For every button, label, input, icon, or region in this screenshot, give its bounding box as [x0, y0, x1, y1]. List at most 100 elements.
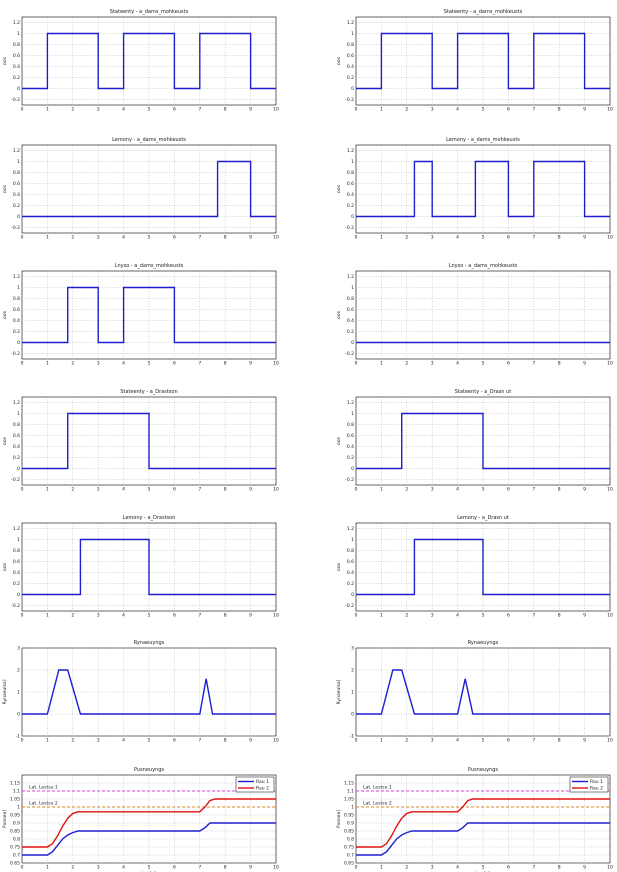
y-tick-label: 0.4 — [13, 318, 20, 324]
x-tick-label: 7 — [532, 235, 535, 241]
y-tick-label: 0.2 — [347, 581, 354, 587]
x-tick-label: 6 — [173, 361, 176, 367]
legend-label: Rau 2 — [590, 786, 603, 792]
y-tick-label: 1 — [351, 537, 354, 543]
chart-title: Pusneuyngs — [134, 767, 164, 773]
y-tick-label: 0 — [17, 592, 20, 598]
x-tick-label: 4 — [456, 865, 459, 871]
y-tick-label: 0.6 — [13, 433, 20, 439]
x-tick-label: 2 — [71, 738, 74, 744]
y-tick-label: 0.7 — [347, 853, 354, 859]
x-tick-label: 0 — [21, 235, 24, 241]
x-tick-label: 8 — [558, 235, 561, 241]
y-tick-label: 0.4 — [13, 444, 20, 450]
y-axis-label: oos — [337, 184, 342, 193]
y-tick-label: 1 — [17, 690, 20, 696]
x-tick-label: 7 — [198, 361, 201, 367]
x-tick-label: 7 — [198, 865, 201, 871]
x-tick-label: 8 — [558, 107, 561, 113]
y-tick-label: 0.95 — [10, 813, 20, 819]
y-tick-label: 1 — [17, 805, 20, 811]
x-tick-label: 6 — [507, 107, 510, 113]
x-tick-label: 7 — [198, 487, 201, 493]
chart-13: 0 1 2 3 4 5 6 7 8 9 10 0.65 0.7 0.75 0.8 0.85 0.9 0.95 1 1.… — [2, 767, 279, 872]
y-tick-label: 1.2 — [347, 274, 354, 280]
annotation-label: Lat. Lestsu 2 — [363, 801, 392, 807]
y-tick-label: 0.2 — [13, 203, 20, 209]
chart-10: 0 1 2 3 4 5 6 7 8 9 10-0.200.20.40.60.811.2Lemony … — [337, 515, 613, 619]
x-tick-label: 4 — [122, 107, 125, 113]
x-tick-label: 6 — [507, 613, 510, 619]
y-tick-label: 1 — [351, 411, 354, 417]
x-tick-label: 2 — [71, 235, 74, 241]
x-tick-label: 3 — [97, 107, 100, 113]
x-tick-label: 1 — [380, 865, 383, 871]
x-tick-label: 4 — [122, 613, 125, 619]
series-line-2 — [22, 798, 276, 848]
x-tick-label: 8 — [224, 738, 227, 744]
y-tick-label: 0.4 — [347, 192, 354, 198]
x-tick-label: 3 — [431, 487, 434, 493]
x-tick-label: 4 — [456, 613, 459, 619]
x-tick-label: 7 — [532, 865, 535, 871]
x-tick-label: 7 — [532, 487, 535, 493]
x-tick-label: 8 — [224, 613, 227, 619]
chart-title: Stateenty - a_dams_mohkeusts — [444, 9, 523, 15]
y-tick-label: 0.2 — [13, 455, 20, 461]
x-tick-label: 4 — [456, 107, 459, 113]
x-tick-label: 10 — [607, 865, 613, 871]
y-tick-label: 1 — [351, 285, 354, 291]
y-axis-label: oos — [3, 310, 8, 319]
x-tick-label: 6 — [507, 487, 510, 493]
series-line-1 — [356, 32, 610, 90]
x-tick-label: 9 — [583, 613, 586, 619]
y-tick-label: -0.2 — [11, 97, 20, 103]
y-tick-label: 0.6 — [13, 53, 20, 59]
x-tick-label: 8 — [558, 738, 561, 744]
y-tick-label: 1 — [351, 31, 354, 37]
x-tick-label: 9 — [583, 235, 586, 241]
y-tick-label: 1 — [351, 690, 354, 696]
y-tick-label: -1 — [350, 734, 355, 740]
y-axis-label: oos — [3, 184, 8, 193]
y-tick-label: 1.15 — [344, 781, 354, 787]
chart-9: 0 1 2 3 4 5 6 7 8 9 10-0.200.20.40.60.811.2Lemony … — [3, 515, 279, 619]
y-tick-label: 0.9 — [13, 821, 20, 827]
x-tick-label: 8 — [224, 235, 227, 241]
x-tick-label: 3 — [431, 613, 434, 619]
x-tick-label: 5 — [148, 361, 151, 367]
y-tick-label: 0 — [351, 214, 354, 220]
y-tick-label: 3 — [17, 646, 20, 652]
x-tick-label: 5 — [482, 487, 485, 493]
series-line-1 — [356, 538, 610, 596]
x-tick-label: 1 — [380, 738, 383, 744]
legend-label: Rau 2 — [256, 786, 269, 792]
y-tick-label: 0.65 — [10, 861, 20, 867]
y-tick-label: 1 — [351, 159, 354, 165]
y-tick-label: -0.2 — [11, 477, 20, 483]
chart-title: Rynaeuyngs — [468, 640, 499, 646]
x-tick-label: 8 — [224, 487, 227, 493]
y-axis-label: oos — [3, 562, 8, 571]
y-tick-label: 0.85 — [10, 829, 20, 835]
annotation-label: Lat. Lestsu 1 — [29, 785, 58, 791]
y-tick-label: -0.2 — [11, 225, 20, 231]
y-tick-label: 0.75 — [10, 845, 20, 851]
y-tick-label: 0.8 — [13, 42, 20, 48]
series-line-1 — [356, 822, 610, 856]
x-tick-label: 9 — [249, 235, 252, 241]
x-tick-label: 2 — [405, 865, 408, 871]
y-tick-label: 0.8 — [347, 837, 354, 843]
chart-title: Lemony - a_dams_mohkeusts — [446, 137, 520, 143]
y-tick-label: 1.2 — [347, 526, 354, 532]
series-line-1 — [22, 538, 276, 596]
y-tick-label: 0.8 — [347, 42, 354, 48]
x-tick-label: 6 — [507, 865, 510, 871]
y-tick-label: -0.2 — [345, 225, 354, 231]
x-tick-label: 7 — [198, 107, 201, 113]
y-tick-label: 0 — [351, 340, 354, 346]
x-tick-label: 0 — [355, 235, 358, 241]
x-tick-label: 0 — [355, 613, 358, 619]
